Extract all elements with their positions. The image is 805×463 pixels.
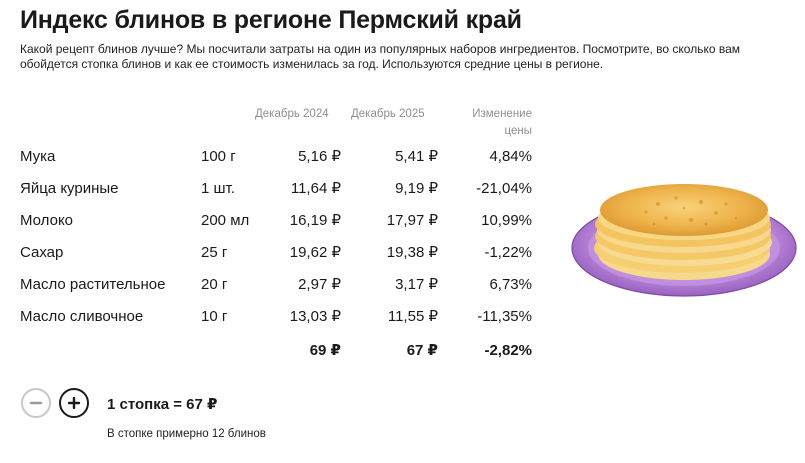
table-row: Масло сливочное 10 г 13,03 ₽ 11,55 ₽ -11…	[0, 305, 560, 329]
ingredient-quantity: 200 мл	[201, 212, 250, 229]
table-row: Сахар 25 г 19,62 ₽ 19,38 ₽ -1,22%	[0, 241, 560, 265]
column-header-dec2025: Декабрь 2025	[351, 108, 425, 120]
decrease-stack-button[interactable]	[21, 388, 51, 418]
page-title: Индекс блинов в регионе Пермский край	[20, 6, 522, 34]
increase-stack-button[interactable]	[59, 388, 89, 418]
price-dec2024: 13,03 ₽	[289, 308, 341, 325]
total-change: -2,82%	[484, 342, 532, 359]
price-dec2025: 5,41 ₽	[395, 148, 438, 165]
ingredient-name: Масло сливочное	[20, 308, 144, 325]
price-dec2025: 3,17 ₽	[395, 276, 438, 293]
price-change: -11,35%	[477, 308, 532, 325]
pancake-stack-image	[571, 184, 797, 297]
top-pancake	[600, 184, 768, 236]
ingredient-quantity: 1 шт.	[201, 180, 235, 197]
price-dec2024: 16,19 ₽	[289, 212, 341, 229]
stack-note: В стопке примерно 12 блинов	[107, 428, 266, 440]
price-change: 4,84%	[489, 148, 532, 165]
price-dec2024: 5,16 ₽	[298, 148, 341, 165]
ingredient-name: Яйца куриные	[20, 180, 119, 197]
total-dec2024: 69 ₽	[309, 342, 341, 359]
table-row: Молоко 200 мл 16,19 ₽ 17,97 ₽ 10,99%	[0, 209, 560, 233]
table-row: Яйца куриные 1 шт. 11,64 ₽ 9,19 ₽ -21,04…	[0, 177, 560, 201]
ingredient-quantity: 20 г	[201, 276, 228, 293]
ingredient-quantity: 100 г	[201, 148, 236, 165]
table-row: Мука 100 г 5,16 ₽ 5,41 ₽ 4,84%	[0, 145, 560, 169]
ingredient-quantity: 25 г	[201, 244, 228, 261]
price-dec2024: 2,97 ₽	[298, 276, 341, 293]
stack-price-summary: 1 стопка = 67 ₽	[107, 396, 218, 413]
minus-icon	[29, 401, 43, 405]
intro-text: Какой рецепт блинов лучше? Мы посчитали …	[20, 42, 741, 71]
price-dec2024: 19,62 ₽	[289, 244, 341, 261]
ingredient-name: Сахар	[20, 244, 64, 261]
ingredient-name: Масло растительное	[20, 276, 166, 293]
price-dec2025: 9,19 ₽	[395, 180, 438, 197]
price-change: -1,22%	[484, 244, 532, 261]
column-header-change: Изменение цены	[472, 108, 532, 137]
price-change: 6,73%	[489, 276, 532, 293]
price-change: 10,99%	[481, 212, 532, 229]
totals-row: 69 ₽ 67 ₽ -2,82%	[0, 339, 560, 363]
ingredient-name: Молоко	[20, 212, 74, 229]
price-dec2024: 11,64 ₽	[290, 180, 341, 197]
price-dec2025: 11,55 ₽	[387, 308, 438, 325]
total-dec2025: 67 ₽	[406, 342, 438, 359]
plus-icon	[67, 396, 81, 410]
table-row: Масло растительное 20 г 2,97 ₽ 3,17 ₽ 6,…	[0, 273, 560, 297]
price-dec2025: 17,97 ₽	[386, 212, 438, 229]
ingredient-name: Мука	[20, 148, 56, 165]
column-header-dec2024: Декабрь 2024	[255, 108, 329, 120]
price-change: -21,04%	[476, 180, 532, 197]
ingredient-quantity: 10 г	[201, 308, 228, 325]
price-dec2025: 19,38 ₽	[386, 244, 438, 261]
